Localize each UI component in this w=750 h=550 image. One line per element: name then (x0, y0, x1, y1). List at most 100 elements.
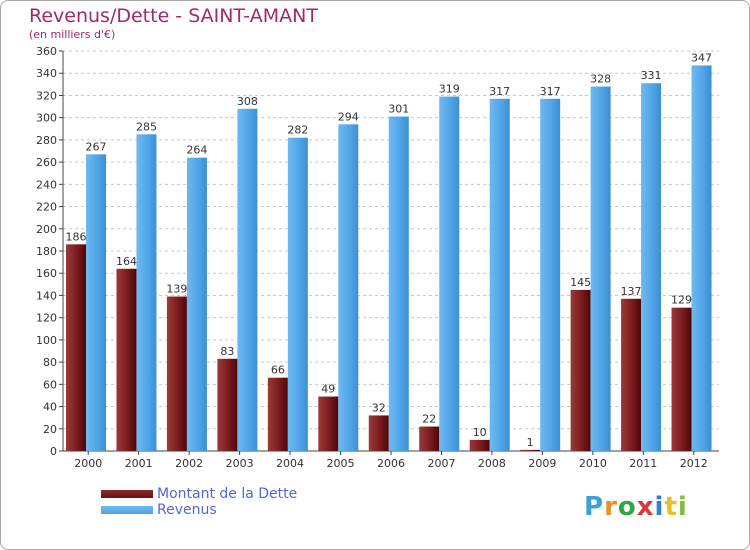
data-label-revenus: 319 (439, 83, 460, 96)
data-label-dette: 137 (621, 285, 642, 298)
logo-letter: o (617, 492, 637, 522)
bar-dette (267, 377, 288, 451)
y-tick-label: 280 (36, 134, 57, 147)
data-label-revenus: 317 (489, 85, 510, 98)
x-tick-label: 2010 (579, 457, 607, 470)
y-tick-label: 60 (43, 378, 57, 391)
bar-revenus (641, 83, 662, 451)
data-label-dette: 186 (66, 230, 87, 243)
x-tick-label: 2000 (74, 457, 102, 470)
x-tick-label: 2008 (478, 457, 506, 470)
y-tick-label: 0 (50, 445, 57, 458)
data-label-dette: 49 (321, 383, 335, 396)
x-tick-label: 2011 (629, 457, 657, 470)
data-label-revenus: 267 (86, 140, 107, 153)
x-tick-label: 2006 (377, 457, 405, 470)
y-tick-label: 120 (36, 312, 57, 325)
legend-label-dette: Montant de la Dette (157, 486, 298, 502)
bar-revenus (237, 108, 258, 452)
logo-letter: P (584, 492, 605, 522)
y-tick-label: 160 (36, 267, 57, 280)
data-label-dette: 145 (570, 276, 591, 289)
bar-revenus (691, 65, 712, 451)
bar-dette (469, 439, 490, 451)
data-label-revenus: 264 (186, 144, 207, 157)
bar-revenus (540, 98, 561, 452)
y-tick-label: 300 (36, 112, 57, 125)
bar-dette (166, 296, 187, 451)
y-tick-label: 240 (36, 178, 57, 191)
x-tick-label: 2004 (276, 457, 304, 470)
bar-dette (318, 396, 339, 451)
data-label-dette: 129 (671, 294, 692, 307)
bar-revenus (86, 154, 106, 452)
legend-swatch-revenus (101, 506, 153, 514)
bar-dette (570, 289, 591, 451)
logo-letter: r (604, 492, 618, 522)
y-tick-label: 80 (43, 356, 57, 369)
data-label-dette: 66 (271, 364, 285, 377)
data-label-dette: 1 (527, 436, 534, 449)
data-label-dette: 164 (116, 255, 137, 268)
y-tick-label: 360 (36, 45, 57, 58)
chart-subtitle: (en milliers d'€) (29, 28, 116, 41)
bar-dette (66, 244, 86, 451)
bar-revenus (489, 98, 510, 452)
y-tick-label: 200 (36, 223, 57, 236)
data-label-dette: 22 (422, 413, 436, 426)
bar-revenus (136, 134, 157, 452)
x-tick-label: 2001 (125, 457, 153, 470)
data-label-dette: 10 (473, 426, 487, 439)
logo-letter: i (654, 492, 665, 522)
bar-revenus (338, 124, 359, 451)
data-label-dette: 139 (166, 283, 187, 296)
bar-dette (520, 449, 541, 451)
x-tick-label: 2007 (427, 457, 455, 470)
y-tick-label: 180 (36, 245, 57, 258)
logo-letter: x (636, 492, 655, 522)
y-tick-label: 220 (36, 201, 57, 214)
bar-dette (621, 298, 642, 451)
bar-dette (368, 415, 389, 451)
bar-revenus (287, 137, 308, 451)
data-label-revenus: 301 (388, 103, 409, 116)
y-tick-label: 340 (36, 67, 57, 80)
y-tick-label: 320 (36, 89, 57, 102)
logo-letter: i (677, 492, 688, 522)
y-tick-label: 100 (36, 334, 57, 347)
x-tick-label: 2009 (528, 457, 556, 470)
bar-revenus (590, 86, 611, 452)
data-label-revenus: 328 (590, 73, 611, 86)
bar-dette (671, 307, 692, 451)
legend-item-dette: Montant de la Dette (101, 486, 297, 502)
proxiti-logo: Proxiti (584, 492, 688, 522)
y-tick-label: 40 (43, 401, 57, 414)
data-label-revenus: 347 (691, 51, 712, 64)
data-label-revenus: 331 (641, 69, 662, 82)
data-label-dette: 83 (220, 345, 234, 358)
bar-dette (116, 268, 137, 451)
legend-label-revenus: Revenus (157, 502, 217, 518)
bar-dette (217, 358, 238, 451)
data-label-revenus: 317 (540, 85, 561, 98)
legend-swatch-dette (101, 490, 153, 498)
y-tick-label: 260 (36, 156, 57, 169)
chart-title: Revenus/Dette - SAINT-AMANT (29, 5, 318, 27)
data-label-revenus: 282 (287, 124, 308, 137)
logo-letter: t (664, 492, 678, 522)
data-label-revenus: 294 (338, 110, 359, 123)
bar-revenus (388, 116, 409, 452)
x-tick-label: 2003 (226, 457, 254, 470)
bar-dette (419, 426, 440, 451)
data-label-revenus: 308 (237, 95, 258, 108)
data-label-revenus: 285 (136, 120, 157, 133)
legend: Montant de la Dette Revenus (101, 486, 297, 518)
x-tick-label: 2005 (327, 457, 355, 470)
data-label-dette: 32 (372, 401, 386, 414)
legend-item-revenus: Revenus (101, 502, 297, 518)
y-tick-label: 20 (43, 423, 57, 436)
x-tick-label: 2012 (680, 457, 708, 470)
x-tick-label: 2002 (175, 457, 203, 470)
